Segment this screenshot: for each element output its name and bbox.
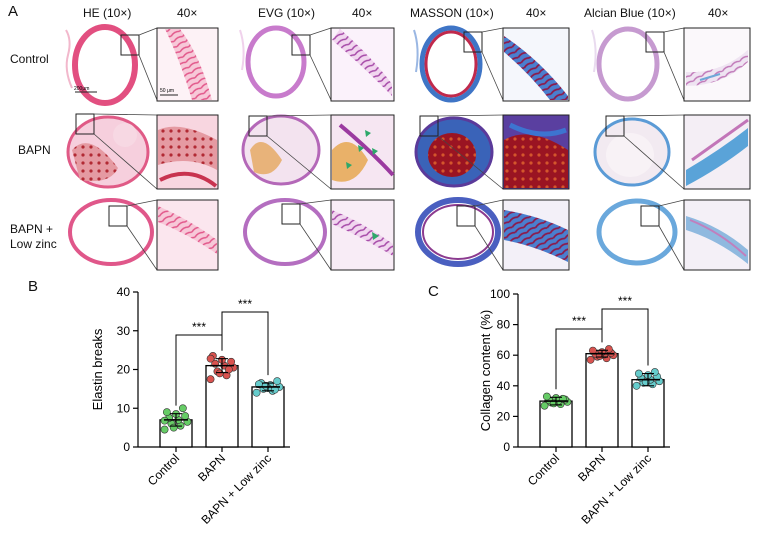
col-header-evg: EVG (10×) xyxy=(258,6,316,20)
panel-b-letter: B xyxy=(28,278,39,295)
break-arrow xyxy=(372,232,379,240)
col-header-masson: MASSON (10×) xyxy=(410,6,494,20)
he-bapn-lowzinc-10x xyxy=(68,198,154,266)
chart-b-x-tick-label: Control xyxy=(145,451,182,488)
chart-c-x-tick-label: Control xyxy=(525,451,562,488)
chart-b-data-point xyxy=(162,408,171,417)
row-label-low-zinc: Low zinc xyxy=(10,237,57,251)
masson-control-10x xyxy=(413,25,483,103)
masson-bapn-lowzinc-10x xyxy=(415,197,501,267)
chart-b-bar xyxy=(251,386,285,448)
chart-c-bar xyxy=(631,379,665,448)
evg-bapn-10x xyxy=(241,114,321,186)
chart-b-y-axis-label: Elastin breaks xyxy=(90,328,105,410)
scale-bar-40x: 50 μm xyxy=(160,88,174,94)
row-label-bapn: BAPN xyxy=(18,143,51,157)
chart-c-y-tick-label: 0 xyxy=(503,440,510,454)
he-bapn-10x xyxy=(66,115,150,189)
chart-c-significance-label: *** xyxy=(572,314,586,328)
alcian-bapn-lowzinc-10x xyxy=(596,198,678,266)
alcian-control-10x xyxy=(591,26,660,102)
break-arrows xyxy=(346,130,378,169)
scale-bar-10x: 200μm xyxy=(74,86,89,92)
chart-b-data-point xyxy=(270,385,279,394)
chart-b-data-point xyxy=(273,377,282,386)
chart-c-data-point xyxy=(634,369,643,378)
evg-control-10x xyxy=(239,25,307,99)
chart-b-data-point xyxy=(252,388,261,397)
chart-b-y-tick-label: 0 xyxy=(123,440,130,454)
histology-grid: 200μm 50 μm xyxy=(65,24,751,271)
chart-b-x-tick-label: BAPN xyxy=(195,451,228,484)
col-header-evg-zoom: 40× xyxy=(352,6,373,20)
chart-c-x-tick-label: BAPN xyxy=(575,451,608,484)
chart-c-significance-label: *** xyxy=(618,294,632,308)
chart-b-significance-label: *** xyxy=(192,320,206,334)
masson-bapn-10x xyxy=(414,116,494,188)
chart-b-y-tick-label: 20 xyxy=(117,363,131,377)
chart-c-data-point xyxy=(632,381,641,390)
chart-c-bar xyxy=(585,353,619,448)
chart-b-data-point xyxy=(206,354,215,363)
chart-b-data-point xyxy=(227,357,236,366)
chart-b-y-tick-label: 10 xyxy=(117,401,131,415)
chart-c-y-axis-label: Collagen content (%) xyxy=(478,310,493,431)
chart-c-y-tick-label: 100 xyxy=(490,287,510,301)
he-control-10x xyxy=(65,24,138,106)
row-label-bapn-plus: BAPN + xyxy=(10,222,54,236)
col-header-masson-zoom: 40× xyxy=(526,6,547,20)
chart-b-y-tick-label: 40 xyxy=(117,285,131,299)
chart-c-y-tick-label: 60 xyxy=(497,348,511,362)
chart-b-data-point xyxy=(206,375,215,384)
chart-c-data-point xyxy=(650,368,659,376)
panel-a-letter: A xyxy=(8,3,19,20)
chart-c: 0 20 40 60 80 100 Collagen content (%) Control B… xyxy=(478,287,670,527)
chart-c-significance-bracket xyxy=(601,308,649,366)
col-header-alcian: Alcian Blue (10×) xyxy=(584,6,676,20)
chart-b-data-point xyxy=(178,404,187,413)
he-control-zoom-box xyxy=(120,34,140,56)
chart-b-significance-bracket xyxy=(221,311,269,376)
chart-c-y-tick-label: 20 xyxy=(497,409,511,423)
col-header-he-zoom: 40× xyxy=(177,6,198,20)
evg-bapn-lowzinc-10x xyxy=(243,198,327,266)
chart-b-data-point xyxy=(181,412,190,420)
row-label-control: Control xyxy=(10,52,49,66)
chart-c-data-point xyxy=(542,392,551,401)
chart-b-data-point xyxy=(160,425,169,434)
col-header-alcian-zoom: 40× xyxy=(708,6,729,20)
chart-c-data-point xyxy=(540,401,549,410)
chart-b-data-point xyxy=(224,365,233,374)
chart-c-y-tick-label: 80 xyxy=(497,318,511,332)
chart-c-data-point xyxy=(586,355,595,364)
chart-b-significance-label: *** xyxy=(238,297,252,311)
chart-c-y-tick-label: 40 xyxy=(497,379,511,393)
panel-c-letter: C xyxy=(428,283,439,300)
col-header-he: HE (10×) xyxy=(83,6,132,20)
chart-c-data-point xyxy=(604,345,613,353)
chart-b-y-tick-label: 30 xyxy=(117,324,131,338)
